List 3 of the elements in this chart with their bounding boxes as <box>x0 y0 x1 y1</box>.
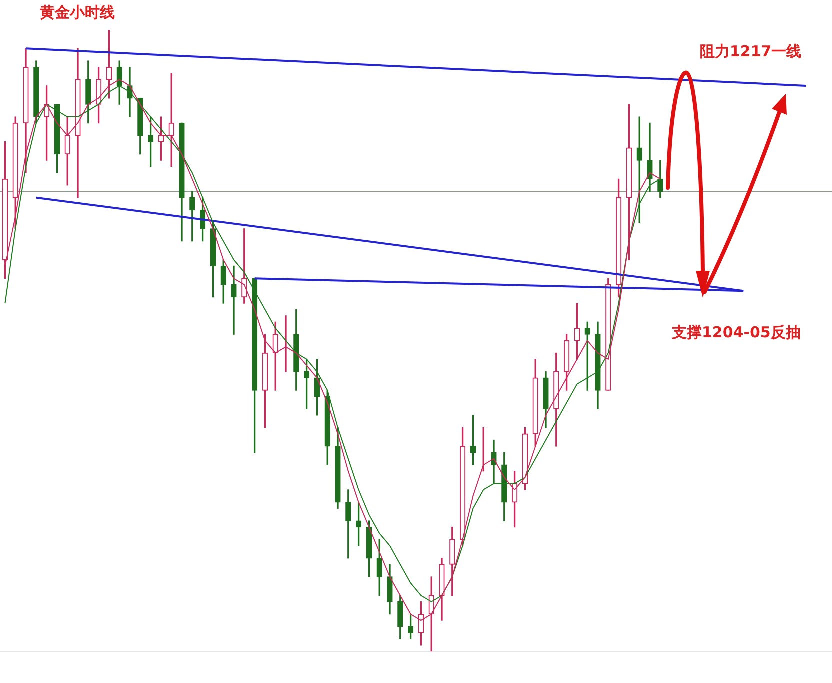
chart-title: 黄金小时线 <box>39 3 115 22</box>
annotation: 支撑1204-05反抽 <box>671 323 801 342</box>
annotation: 阻力1217一线 <box>700 42 802 60</box>
